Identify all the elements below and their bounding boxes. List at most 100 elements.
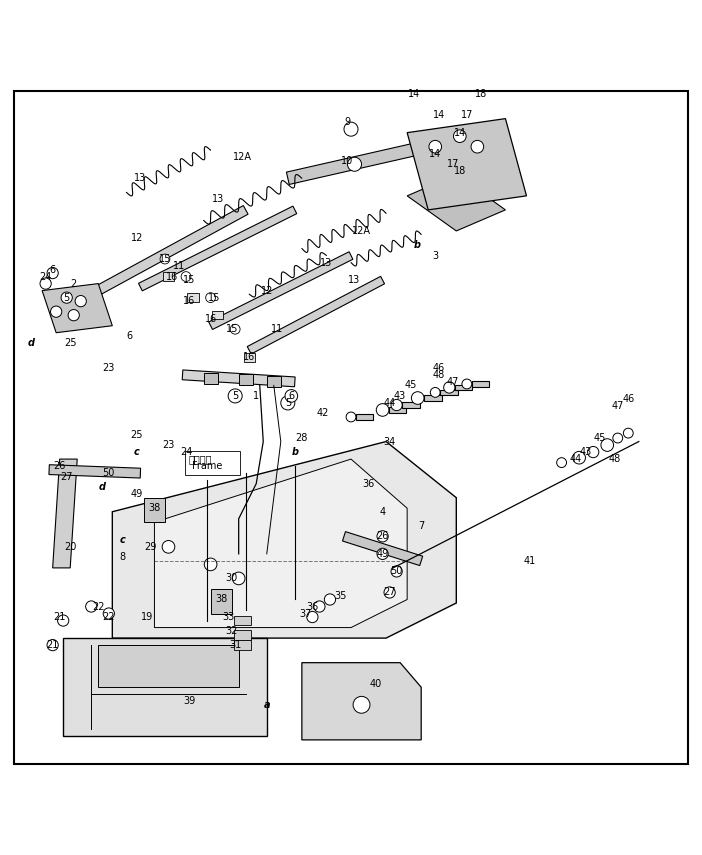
- Circle shape: [588, 446, 599, 457]
- FancyBboxPatch shape: [234, 629, 251, 640]
- Text: 13: 13: [134, 174, 147, 183]
- Text: Frame: Frame: [192, 461, 223, 471]
- Circle shape: [429, 140, 442, 153]
- Text: 25: 25: [131, 429, 143, 439]
- Polygon shape: [208, 251, 353, 329]
- Text: 17: 17: [446, 159, 459, 169]
- Polygon shape: [154, 459, 407, 628]
- Circle shape: [344, 122, 358, 136]
- Text: 14: 14: [429, 149, 442, 159]
- Text: 50: 50: [102, 469, 115, 478]
- Circle shape: [391, 399, 402, 410]
- Circle shape: [391, 566, 402, 577]
- FancyBboxPatch shape: [239, 374, 253, 386]
- Polygon shape: [407, 119, 526, 209]
- Text: 33: 33: [222, 612, 234, 622]
- Text: 16: 16: [204, 314, 217, 324]
- Text: 6: 6: [289, 391, 294, 401]
- Text: 49: 49: [131, 489, 143, 499]
- Text: 17: 17: [461, 110, 473, 120]
- Circle shape: [453, 130, 466, 143]
- Text: 13: 13: [320, 257, 333, 268]
- Circle shape: [573, 451, 585, 464]
- Circle shape: [623, 428, 633, 438]
- Circle shape: [162, 540, 175, 553]
- Circle shape: [324, 594, 336, 605]
- Polygon shape: [49, 465, 140, 478]
- FancyBboxPatch shape: [187, 293, 199, 302]
- Text: 42: 42: [317, 409, 329, 418]
- Text: 16: 16: [166, 272, 178, 281]
- FancyBboxPatch shape: [267, 375, 281, 386]
- Circle shape: [204, 558, 217, 570]
- Circle shape: [228, 389, 242, 403]
- FancyBboxPatch shape: [212, 311, 223, 320]
- Text: 8: 8: [120, 552, 126, 563]
- Text: 39: 39: [183, 696, 196, 706]
- Polygon shape: [183, 370, 295, 386]
- Text: 7: 7: [418, 521, 424, 531]
- Text: 11: 11: [173, 261, 185, 271]
- FancyBboxPatch shape: [234, 640, 251, 650]
- Text: 45: 45: [594, 433, 607, 443]
- Text: 44: 44: [569, 454, 582, 464]
- Text: 24: 24: [180, 447, 192, 457]
- Circle shape: [462, 379, 472, 389]
- Circle shape: [61, 292, 72, 304]
- Polygon shape: [286, 137, 444, 185]
- Text: 48: 48: [608, 454, 621, 464]
- Polygon shape: [89, 205, 248, 298]
- Text: 5: 5: [64, 292, 69, 303]
- Circle shape: [47, 268, 58, 279]
- Circle shape: [601, 439, 614, 451]
- Text: 23: 23: [162, 440, 175, 450]
- Circle shape: [411, 392, 424, 404]
- Circle shape: [347, 157, 362, 171]
- FancyBboxPatch shape: [98, 646, 239, 687]
- Circle shape: [285, 390, 298, 402]
- Circle shape: [51, 306, 62, 317]
- Text: 46: 46: [622, 394, 635, 404]
- Text: 22: 22: [102, 612, 115, 622]
- Text: 19: 19: [141, 612, 154, 622]
- FancyBboxPatch shape: [185, 451, 240, 475]
- Text: 50: 50: [390, 566, 403, 576]
- Circle shape: [353, 696, 370, 713]
- Circle shape: [281, 396, 295, 410]
- Text: d: d: [98, 482, 105, 492]
- Text: 44: 44: [383, 398, 396, 408]
- Polygon shape: [42, 284, 112, 333]
- Polygon shape: [407, 174, 505, 231]
- Polygon shape: [440, 390, 458, 395]
- Circle shape: [307, 611, 318, 622]
- Text: 25: 25: [64, 339, 77, 348]
- Text: 21: 21: [46, 640, 59, 650]
- Text: 5: 5: [232, 391, 238, 401]
- Text: a: a: [263, 699, 270, 710]
- Circle shape: [47, 640, 58, 651]
- Text: 16: 16: [183, 296, 196, 306]
- Text: 48: 48: [432, 370, 445, 380]
- Text: 18: 18: [453, 166, 466, 176]
- Text: 22: 22: [92, 602, 105, 611]
- Polygon shape: [53, 459, 77, 568]
- Text: 11: 11: [271, 324, 284, 334]
- FancyBboxPatch shape: [144, 498, 165, 522]
- Text: 12A: 12A: [352, 226, 371, 236]
- Text: 24: 24: [39, 272, 52, 281]
- Circle shape: [86, 601, 97, 612]
- Circle shape: [346, 412, 356, 422]
- Circle shape: [75, 296, 86, 307]
- Polygon shape: [302, 663, 421, 740]
- Circle shape: [314, 601, 325, 612]
- Text: 4: 4: [380, 507, 385, 516]
- Circle shape: [40, 278, 51, 289]
- Text: 31: 31: [229, 640, 241, 650]
- Text: 21: 21: [53, 612, 66, 622]
- Circle shape: [181, 272, 191, 281]
- Circle shape: [430, 387, 440, 398]
- Text: 29: 29: [145, 542, 157, 551]
- Text: 26: 26: [53, 461, 66, 471]
- Text: 12: 12: [260, 286, 273, 296]
- Polygon shape: [63, 638, 267, 736]
